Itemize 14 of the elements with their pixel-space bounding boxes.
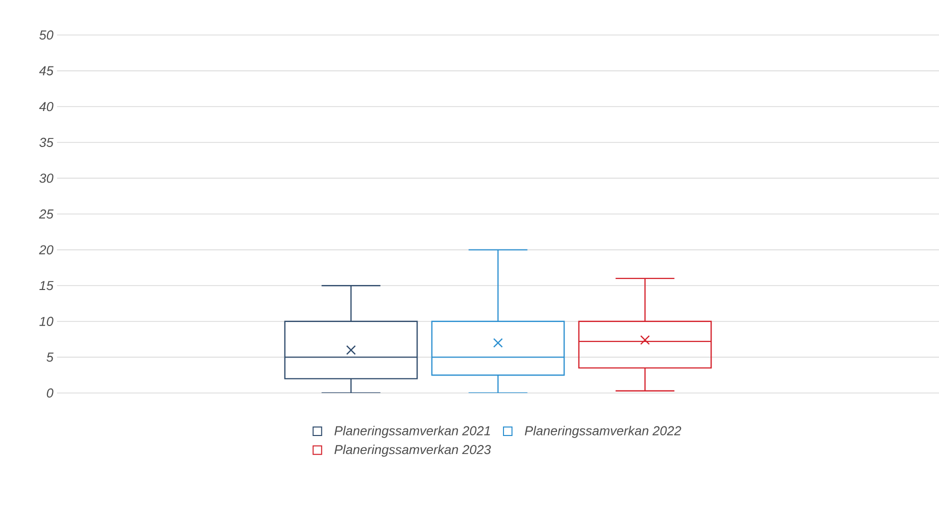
legend-label: Planeringssamverkan 2022 [524, 426, 682, 438]
legend-label: Planeringssamverkan 2023 [334, 444, 491, 457]
y-tick-label: 30 [39, 174, 54, 183]
y-tick-label: 35 [39, 138, 54, 147]
y-tick-label: 5 [46, 352, 54, 362]
y-tick-label: 10 [39, 316, 54, 326]
y-tick-label: 50 [39, 30, 54, 40]
y-tick-label: 0 [46, 388, 54, 398]
y-tick-label: 15 [39, 281, 54, 290]
y-tick-label: 25 [38, 209, 54, 219]
y-tick-label: 45 [39, 66, 54, 76]
y-tick-label: 20 [38, 245, 54, 254]
legend-label: Planeringssamverkan 2021 [334, 426, 490, 438]
y-tick-label: 40 [39, 102, 54, 112]
